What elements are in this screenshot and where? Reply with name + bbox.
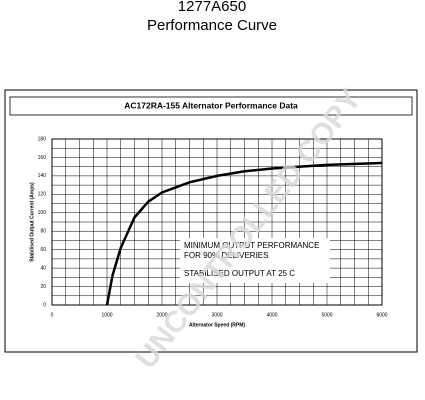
x-tick-label: 0 (51, 312, 54, 318)
x-tick-label: 6000 (376, 312, 387, 318)
y-tick-label: 140 (38, 173, 47, 179)
watermark: UNCONTROLLED COPY (130, 83, 368, 375)
x-tick-label: 3000 (211, 312, 222, 318)
annotation: MINIMUM OUTPUT PERFORMANCE (184, 241, 319, 250)
y-tick-label: 180 (38, 136, 47, 142)
y-tick-label: 0 (43, 302, 46, 308)
y-tick-label: 80 (40, 229, 46, 235)
annotation-box (180, 238, 330, 283)
y-tick-label: 160 (38, 155, 47, 161)
curve (105, 161, 383, 306)
header-code: 1277A650 (178, 0, 246, 15)
y-tick-label: 40 (40, 265, 46, 271)
y-axis-label: Stabilised Output Current (Amps) (29, 182, 35, 262)
plot-border (51, 138, 383, 306)
annotation: FOR 90% DELIVERIES (184, 251, 268, 260)
y-tick-label: 100 (38, 210, 47, 216)
chart-title: AC172RA-155 Alternator Performance Data (124, 100, 298, 110)
y-tick-label: 20 (40, 284, 46, 290)
y-tick-label: 120 (38, 192, 47, 198)
y-tick-label: 60 (40, 247, 46, 253)
x-tick-label: 5000 (321, 312, 332, 318)
title-box (9, 96, 413, 116)
x-tick-label: 4000 (266, 312, 277, 318)
header-title: Performance Curve (147, 17, 277, 34)
x-tick-label: 2000 (156, 312, 167, 318)
frame (4, 89, 418, 353)
x-tick-label: 1000 (101, 312, 112, 318)
x-axis-label: Alternator Speed (RPM) (189, 322, 245, 328)
annotation: STABILISED OUTPUT AT 25 C (184, 269, 295, 278)
